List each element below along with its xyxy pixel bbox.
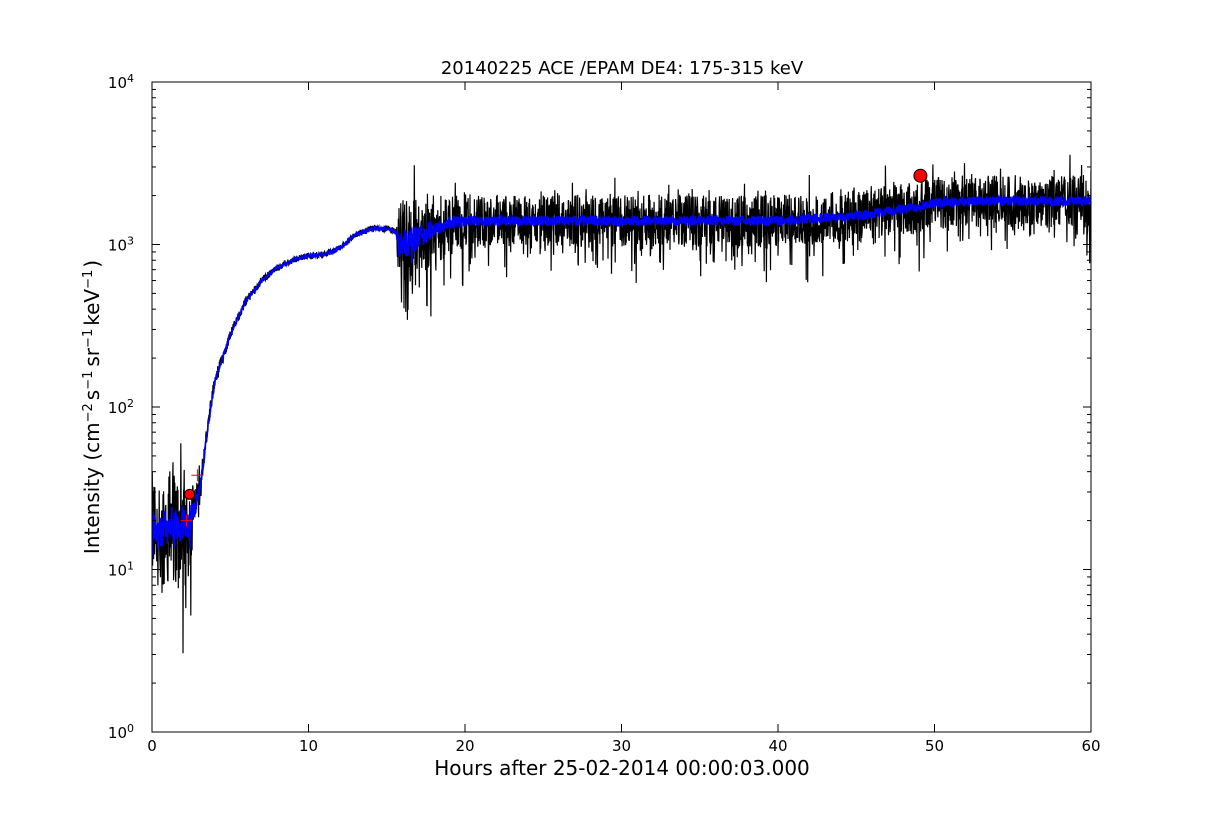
y-tick-label: 104 (108, 72, 134, 93)
event-marker-cross (180, 514, 193, 527)
y-axis-label-sup: −2 (81, 403, 96, 422)
x-tick-label: 40 (768, 737, 787, 755)
smoothed-series-line (152, 194, 1091, 556)
x-tick-label: 0 (147, 737, 157, 755)
y-tick-label: 102 (108, 397, 134, 418)
y-axis-label-sup: −1 (81, 329, 96, 348)
x-tick-label: 20 (455, 737, 474, 755)
y-axis-label-unit: s (80, 390, 104, 400)
plot-area (151, 81, 1092, 733)
x-tick-label: 60 (1081, 737, 1100, 755)
event-markers (180, 168, 928, 527)
event-marker-cross (191, 469, 204, 482)
y-tick-label: 100 (108, 722, 134, 743)
y-axis: 100 101 102 103 104 (108, 72, 1091, 743)
y-tick-label: 101 (108, 559, 134, 580)
y-axis-label-prefix: Intensity (cm (80, 422, 104, 554)
y-axis-label-sup: −1 (81, 371, 96, 390)
event-marker-point (913, 168, 928, 183)
x-tick-label: 30 (612, 737, 631, 755)
y-axis-label-sup: −1 (81, 270, 96, 289)
plot-background (152, 82, 1091, 732)
x-axis: 0 10 20 30 40 50 60 (147, 82, 1101, 755)
y-tick-label: 103 (108, 234, 134, 255)
y-axis-label-unit: keV (80, 289, 104, 326)
y-axis-label: Intensity (cm−2s−1sr−1keV−1) (80, 260, 104, 554)
smoothed-intensity-series (152, 194, 1091, 556)
x-tick-label: 10 (299, 737, 318, 755)
y-axis-label-unit: sr (80, 347, 104, 366)
y-axis-label-suffix: ) (80, 260, 104, 268)
x-tick-label: 50 (925, 737, 944, 755)
chart-title: 20140225 ACE /EPAM DE4: 175-315 keV (441, 58, 804, 79)
event-marker-point (184, 488, 196, 500)
x-axis-label: Hours after 25-02-2014 00:00:03.000 (434, 756, 810, 780)
